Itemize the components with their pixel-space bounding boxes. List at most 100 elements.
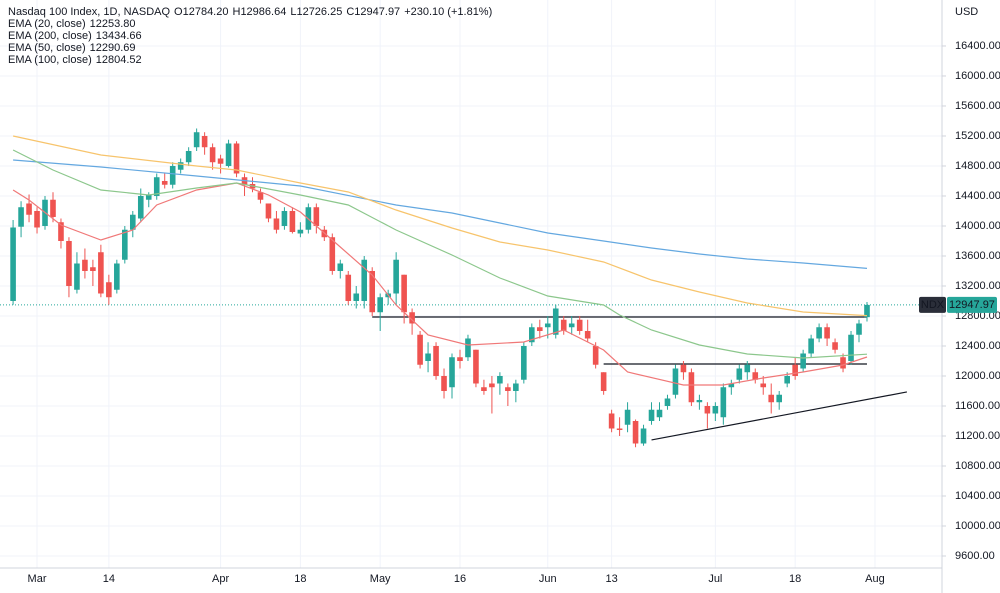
candle-body — [66, 240, 72, 286]
candle-body — [704, 405, 711, 414]
candle-body — [680, 364, 687, 373]
y-tick-label: 14000.00 — [955, 220, 1000, 232]
candle-body — [864, 304, 870, 318]
y-tick-label: 14400.00 — [955, 190, 1000, 202]
y-tick-label: 14800.00 — [955, 160, 1000, 172]
candle-body — [145, 194, 152, 200]
candle-body — [122, 229, 128, 260]
candle-body — [712, 405, 719, 414]
candle-body — [425, 353, 431, 361]
candle-body — [632, 420, 639, 444]
x-tick-label: Mar — [28, 573, 47, 585]
candle-body — [233, 143, 240, 174]
candle-body — [760, 383, 767, 388]
x-tick-label: Apr — [212, 573, 229, 585]
ohlc-value: 12986.64 — [240, 6, 286, 18]
candle-body — [377, 297, 383, 313]
legend-name: EMA (200, close) — [8, 30, 92, 42]
candle-body — [82, 259, 88, 271]
candle-body — [800, 353, 806, 369]
candle-body — [289, 210, 296, 232]
y-tick-label: 12000.00 — [955, 370, 1000, 382]
candle-body — [608, 413, 615, 429]
y-tick-label: 16000.00 — [955, 70, 1000, 82]
candle-body — [696, 399, 703, 403]
legend-value: 12804.52 — [96, 54, 142, 66]
y-tick-label: 13600.00 — [955, 250, 1000, 262]
candle-body — [840, 357, 846, 369]
candle-body — [369, 270, 376, 313]
y-tick-label: 13200.00 — [955, 280, 1000, 292]
candle-body — [744, 364, 751, 373]
change: +230.10 (+1.81%) — [404, 6, 492, 18]
candle-body — [792, 364, 798, 376]
candle-body — [768, 394, 775, 403]
candle-body — [257, 192, 264, 200]
ema-line — [12, 135, 868, 317]
candle-body — [185, 150, 192, 163]
candle-body — [58, 222, 64, 241]
legend-value: 12253.80 — [90, 18, 136, 30]
y-tick-label: 9600.00 — [955, 550, 995, 562]
candle-body — [153, 177, 160, 196]
candle-body — [656, 409, 663, 418]
candle-body — [201, 135, 208, 148]
ohlc-key: L — [290, 6, 296, 18]
candle-body — [600, 372, 607, 391]
candle-body — [816, 327, 822, 339]
y-tick-label: 10400.00 — [955, 490, 1000, 502]
ema-line — [13, 159, 868, 269]
candle-body — [337, 263, 344, 271]
candle-body — [50, 199, 56, 217]
candle-body — [824, 327, 830, 339]
ohlc-value: 12726.25 — [296, 6, 342, 18]
y-tick-label: 12400.00 — [955, 340, 1000, 352]
candle-body — [688, 372, 695, 403]
candle-body — [592, 345, 599, 365]
candle-body — [273, 218, 280, 230]
candle-body — [433, 345, 439, 376]
candle-body — [544, 323, 551, 328]
candle-body — [584, 330, 591, 339]
candle-body — [26, 203, 32, 215]
candle-body — [441, 375, 447, 391]
candle-body — [34, 210, 40, 228]
candle-body — [106, 282, 112, 298]
ohlc-key: H — [232, 6, 240, 18]
candle-body — [481, 387, 487, 391]
candle-body — [576, 319, 583, 331]
candle-body — [848, 334, 854, 361]
candle-body — [473, 349, 479, 384]
candle-body — [552, 308, 559, 335]
y-tick-label: 15600.00 — [955, 100, 1000, 112]
trend-line — [651, 391, 907, 441]
ohlc-key: C — [346, 6, 354, 18]
candle-body — [736, 368, 743, 380]
x-tick-label: 13 — [605, 573, 617, 585]
candle-body — [457, 357, 463, 361]
candle-body — [784, 375, 790, 384]
y-tick-label: 10800.00 — [955, 460, 1000, 472]
price-symbol-box — [919, 296, 946, 313]
x-tick-label: 18 — [294, 573, 306, 585]
candle-body — [752, 372, 759, 380]
candle-body — [209, 147, 216, 163]
candle-body — [353, 293, 360, 301]
y-tick-label: 11200.00 — [955, 430, 1000, 442]
legend-value: 12290.69 — [90, 42, 136, 54]
candle-body — [74, 263, 80, 290]
candle-body — [513, 383, 519, 391]
candle-body — [401, 274, 407, 313]
y-tick-label: 10000.00 — [955, 520, 1000, 532]
candle-body — [672, 368, 679, 395]
candle-body — [193, 132, 200, 148]
moving-averages — [12, 135, 868, 386]
candle-body — [217, 158, 224, 164]
candle-body — [856, 323, 862, 335]
y-tick-label: 15200.00 — [955, 130, 1000, 142]
candle-body — [129, 214, 136, 230]
candle-body — [449, 357, 455, 388]
candle-body — [313, 207, 320, 226]
x-tick-label: May — [370, 573, 391, 585]
